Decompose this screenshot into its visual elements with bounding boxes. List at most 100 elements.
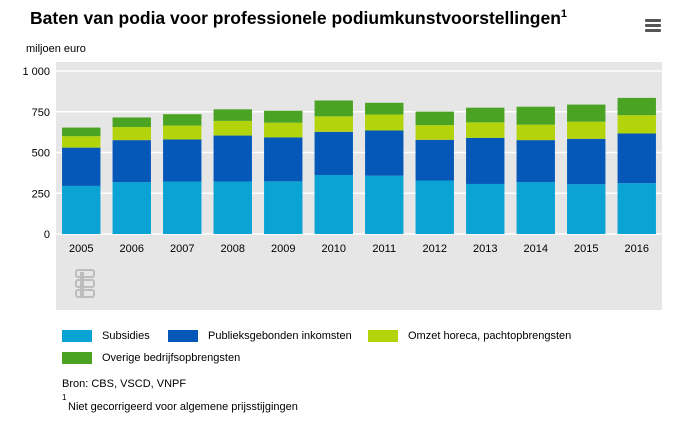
- bar-stack-2016: [617, 97, 656, 234]
- bar-segment[interactable]: [617, 115, 656, 134]
- hamburger-menu-icon[interactable]: [645, 19, 661, 32]
- bar-segment[interactable]: [314, 174, 353, 234]
- bar-stack-2010: [314, 100, 353, 234]
- legend-swatch: [168, 330, 198, 342]
- legend-swatch: [62, 330, 92, 342]
- cbs-logo-icon: [75, 269, 95, 298]
- x-tick-label: 2010: [322, 243, 346, 255]
- x-tick-label: 2005: [69, 243, 93, 255]
- y-tick-label: 0: [44, 229, 50, 241]
- x-tick-label: 2014: [524, 243, 548, 255]
- bar-segment[interactable]: [264, 110, 303, 123]
- bar-segment[interactable]: [567, 121, 606, 139]
- stacked-bar-chart: 0 250 500 750 1 000 2005 2006 2007 2008 2009 2010…: [22, 62, 662, 310]
- bar-segment[interactable]: [314, 100, 353, 117]
- bar-segment[interactable]: [213, 109, 252, 121]
- chart-title: Baten van podia voor professionele podiu…: [30, 8, 567, 29]
- legend-swatch: [62, 352, 92, 364]
- bar-segment[interactable]: [617, 133, 656, 184]
- legend-item-subsidies[interactable]: Subsidies: [62, 330, 150, 342]
- x-tick-label: 2011: [372, 243, 396, 255]
- bar-segment[interactable]: [516, 182, 555, 234]
- bar-segment[interactable]: [516, 140, 555, 183]
- gridlines: [56, 70, 662, 235]
- bar-segment[interactable]: [567, 138, 606, 185]
- x-tick-label: 2013: [473, 243, 497, 255]
- bar-segment[interactable]: [213, 135, 252, 182]
- y-tick-label: 1 000: [22, 66, 50, 78]
- bar-stack-2013: [466, 107, 505, 234]
- y-axis: 0 250 500 750 1 000: [22, 66, 50, 241]
- bar-stack-2008: [213, 109, 252, 234]
- bar-segment[interactable]: [163, 181, 202, 234]
- legend-label: Publieksgebonden inkomsten: [208, 330, 352, 342]
- bar-segment[interactable]: [617, 97, 656, 116]
- bar-stack-2009: [264, 110, 303, 234]
- x-tick-label: 2009: [271, 243, 295, 255]
- legend-item-overige-bedrijfsopbrengsten[interactable]: Overige bedrijfsopbrengsten: [62, 352, 240, 364]
- bar-segment[interactable]: [466, 137, 505, 184]
- bar-stack-2014: [516, 106, 555, 234]
- legend-item-publieksgebonden-inkomsten[interactable]: Publieksgebonden inkomsten: [168, 330, 352, 342]
- bar-segment[interactable]: [314, 131, 353, 175]
- bar-segment[interactable]: [516, 106, 555, 125]
- x-tick-label: 2016: [625, 243, 649, 255]
- bar-segment[interactable]: [264, 181, 303, 234]
- x-axis: 2005 2006 2007 2008 2009 2010 2011 2012 2013 2014…: [69, 243, 649, 255]
- x-tick-label: 2015: [574, 243, 598, 255]
- bar-segment[interactable]: [112, 117, 151, 128]
- bar-segment[interactable]: [112, 140, 151, 183]
- bar-segment[interactable]: [466, 183, 505, 234]
- bar-segment[interactable]: [62, 127, 101, 137]
- bar-segment[interactable]: [415, 125, 454, 140]
- bar-segment[interactable]: [264, 122, 303, 138]
- bar-segment[interactable]: [365, 102, 404, 115]
- bar-segment[interactable]: [163, 139, 202, 182]
- legend-label: Overige bedrijfsopbrengsten: [102, 352, 241, 364]
- bar-segment[interactable]: [213, 120, 252, 136]
- bar-segment[interactable]: [163, 125, 202, 140]
- bar-segment[interactable]: [62, 136, 101, 148]
- bar-segment[interactable]: [466, 107, 505, 123]
- footnote-marker: 1: [560, 8, 568, 21]
- bar-segment[interactable]: [163, 114, 202, 126]
- bar-segment[interactable]: [365, 130, 404, 176]
- bars: [62, 97, 656, 234]
- bar-segment[interactable]: [264, 137, 303, 182]
- plot-background: [56, 62, 662, 310]
- legend: Subsidies Publieksgebonden inkomsten Omz…: [62, 330, 662, 370]
- bar-segment[interactable]: [567, 184, 606, 234]
- legend-label: Omzet horeca, pachtopbrengsten: [408, 330, 572, 342]
- bar-segment[interactable]: [516, 124, 555, 141]
- legend-label: Subsidies: [102, 330, 150, 342]
- bar-segment[interactable]: [415, 139, 454, 181]
- bar-segment[interactable]: [112, 182, 151, 234]
- bar-stack-2015: [567, 104, 606, 234]
- bar-stack-2007: [163, 114, 202, 234]
- bar-segment[interactable]: [567, 104, 606, 122]
- bar-stack-2012: [415, 111, 454, 234]
- bar-segment[interactable]: [213, 181, 252, 234]
- x-tick-label: 2007: [170, 243, 194, 255]
- bar-stack-2011: [365, 102, 404, 234]
- bar-segment[interactable]: [617, 183, 656, 234]
- bar-segment[interactable]: [415, 180, 454, 234]
- bar-stack-2006: [112, 117, 151, 234]
- bar-stack-2005: [62, 127, 101, 234]
- y-axis-unit-label: miljoen euro: [26, 43, 86, 55]
- bar-segment[interactable]: [466, 122, 505, 138]
- bar-segment[interactable]: [415, 111, 454, 126]
- y-tick-label: 250: [32, 188, 50, 200]
- y-tick-label: 500: [32, 148, 50, 160]
- footnote-number: 1: [62, 393, 67, 402]
- y-tick-label: 750: [32, 107, 50, 119]
- bar-segment[interactable]: [365, 175, 404, 234]
- x-tick-label: 2008: [221, 243, 245, 255]
- bar-segment[interactable]: [62, 185, 101, 234]
- legend-swatch: [368, 330, 398, 342]
- bar-segment[interactable]: [365, 114, 404, 131]
- bar-segment[interactable]: [62, 147, 101, 186]
- bar-segment[interactable]: [112, 127, 151, 141]
- bar-segment[interactable]: [314, 116, 353, 132]
- legend-item-omzet-horeca[interactable]: Omzet horeca, pachtopbrengsten: [368, 330, 571, 342]
